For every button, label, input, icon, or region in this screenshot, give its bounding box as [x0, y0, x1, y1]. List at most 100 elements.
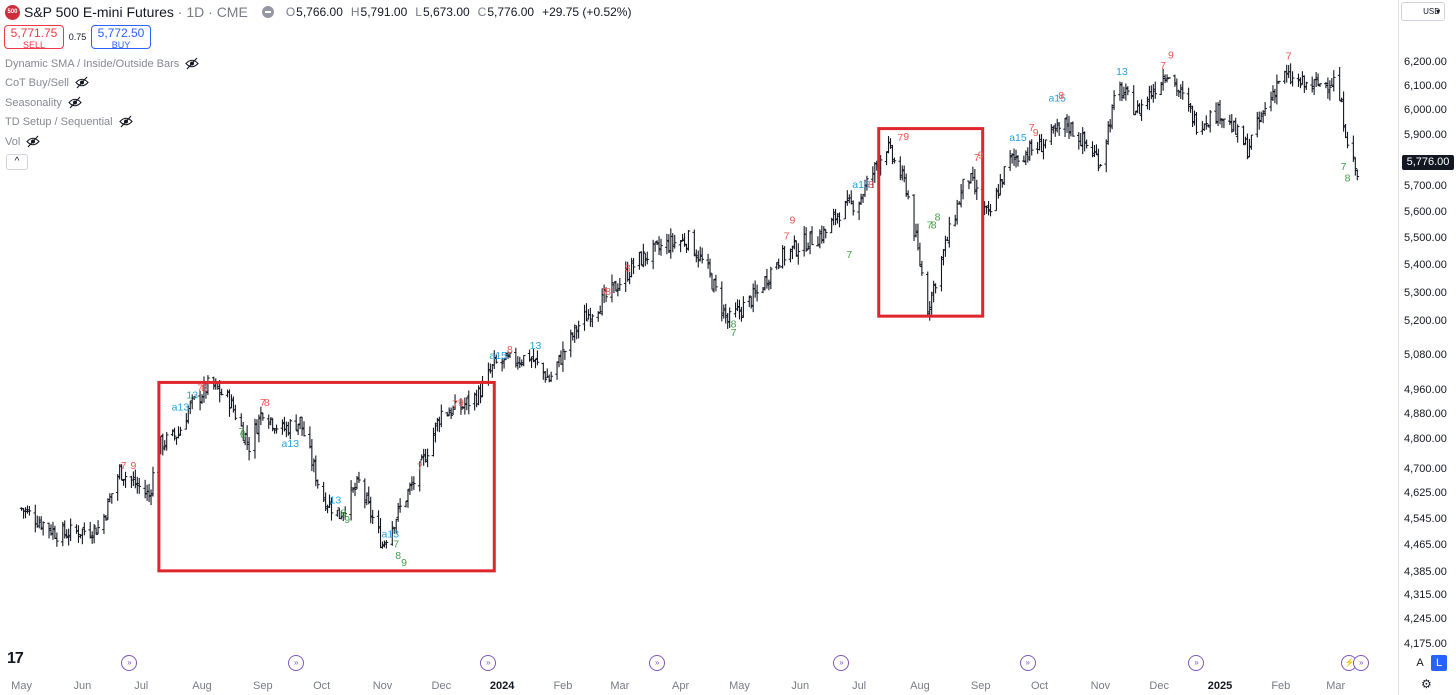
eye-hidden-icon[interactable] [185, 57, 199, 70]
time-tick-label: Aug [192, 680, 212, 692]
collapse-legend-button[interactable]: ^ [6, 154, 28, 170]
time-tick-label: Dec [1149, 680, 1169, 692]
time-tick-label: Nov [372, 680, 393, 692]
ohlc-close: C5,776.00 [477, 5, 535, 19]
price-tick-label: 6,200.00 [1404, 56, 1447, 69]
td-sequential-label: 8 [240, 429, 246, 441]
price-tick-label: 6,100.00 [1404, 80, 1447, 93]
currency-select[interactable]: USD ▾ [1401, 2, 1445, 21]
highlight-box [157, 380, 496, 573]
time-tick-label: Jul [134, 680, 149, 692]
auto-scale-button[interactable]: A [1416, 657, 1424, 669]
time-tick-label: Mar [1326, 680, 1346, 692]
indicator-legend-item[interactable]: Vol [5, 135, 41, 148]
td-sequential-label: 7 [260, 397, 266, 409]
price-tick-label: 4,385.00 [1404, 565, 1447, 578]
td-sequential-label: a15 [1009, 132, 1027, 144]
symbol-meta: · 1D · CME [173, 4, 248, 20]
buy-button[interactable]: 5,772.50 BUY [91, 25, 151, 50]
price-change: +29.75 (+0.52%) [542, 5, 632, 19]
td-sequential-label: 7 [1341, 161, 1347, 173]
time-tick-label: Sep [970, 680, 991, 692]
tradingview-logo[interactable]: 17 [7, 650, 24, 667]
earnings-icon[interactable]: » [1353, 655, 1370, 671]
time-tick-label: Aug [910, 680, 930, 692]
time-tick-label: 2024 [489, 680, 515, 692]
earnings-icon[interactable]: » [121, 655, 138, 671]
log-scale-button[interactable]: L [1431, 655, 1447, 671]
td-sequential-label: a13 [282, 438, 300, 450]
time-tick-label: Jun [73, 680, 92, 692]
time-tick-label: Sep [253, 680, 273, 692]
earnings-icon[interactable]: » [649, 655, 666, 671]
eye-hidden-icon[interactable] [118, 115, 133, 128]
price-tick-label: 4,245.00 [1404, 613, 1447, 626]
price-tick-label: 4,625.00 [1404, 487, 1447, 500]
indicator-name: CoT Buy/Sell [5, 77, 69, 90]
indicator-legend-item[interactable]: Dynamic SMA / Inside/Outside Bars [5, 57, 199, 70]
eye-hidden-icon[interactable] [68, 96, 82, 109]
earnings-icon[interactable]: » [288, 655, 305, 671]
td-sequential-label: 7 [452, 399, 458, 411]
td-sequential-label: 9 [130, 460, 136, 472]
td-sequential-label: 8 [935, 212, 941, 224]
td-sequential-label: 8 [625, 263, 631, 275]
td-sequential-label: 8 [340, 508, 346, 520]
earnings-icon[interactable]: » [1019, 655, 1036, 671]
td-sequential-label: 7 [393, 539, 399, 551]
td-sequential-label: 7 [121, 460, 127, 472]
gear-icon[interactable]: ⚙ [1421, 677, 1432, 691]
indicator-legend-item[interactable]: Seasonality [5, 96, 82, 109]
indicator-legend-item[interactable]: TD Setup / Sequential [5, 115, 133, 129]
time-tick-label: Jun [791, 680, 810, 692]
sell-button[interactable]: 5,771.75 SELL [4, 25, 64, 50]
td-sequential-label: 8 [264, 397, 270, 409]
td-sequential-label: 13 [1116, 66, 1128, 78]
td-sequential-label: 7 [731, 327, 737, 339]
ohlc-high: H5,791.00 [350, 5, 408, 19]
eye-hidden-icon[interactable] [26, 135, 41, 147]
td-sequential-label: 7 [784, 230, 790, 242]
highlight-box [877, 127, 985, 318]
td-sequential-label: 8 [868, 179, 874, 191]
earnings-icon[interactable]: » [833, 655, 850, 671]
price-tick-label: 4,880.00 [1404, 408, 1447, 421]
price-tick-label: 5,300.00 [1404, 286, 1447, 299]
td-sequential-label: a15 [489, 350, 507, 362]
td-sequential-label: 9 [789, 214, 795, 226]
indicator-legend-item[interactable]: CoT Buy/Sell [5, 77, 89, 89]
td-sequential-label: 7 [846, 249, 852, 261]
market-status-icon[interactable] [261, 6, 274, 18]
time-tick-label: Feb [553, 680, 573, 692]
time-tick-label: Nov [1090, 680, 1111, 692]
td-sequential-label: 8 [395, 550, 401, 562]
td-sequential-label: 9 [1033, 127, 1039, 139]
price-tick-label: 4,960.00 [1404, 384, 1447, 397]
time-tick-label: Oct [1030, 680, 1049, 692]
td-sequential-label: a13 [172, 402, 190, 414]
indicator-name: TD Setup / Sequential [5, 116, 113, 129]
indicator-name: Dynamic SMA / Inside/Outside Bars [5, 58, 180, 70]
earnings-icon[interactable]: » [1188, 655, 1205, 671]
ohlc-open: O5,766.00 [285, 5, 343, 19]
ohlc-low: L5,673.00 [415, 5, 470, 19]
price-tick-label: 6,000.00 [1404, 104, 1447, 117]
time-tick-label: Feb [1271, 680, 1291, 692]
price-tick-label: 5,400.00 [1404, 259, 1447, 272]
time-tick-label: Dec [431, 680, 452, 692]
td-sequential-label: 7 [417, 461, 423, 473]
td-sequential-label: 8 [1345, 173, 1351, 185]
eye-hidden-icon[interactable] [75, 77, 89, 89]
td-sequential-label: 7 [1029, 122, 1035, 134]
td-sequential-label: a15 [1048, 93, 1066, 105]
td-sequential-label: 7 [897, 132, 903, 144]
price-tick-label: 5,200.00 [1404, 314, 1447, 327]
symbol-title[interactable]: S&P 500 E-mini Futures · 1D · CME [24, 4, 248, 20]
td-sequential-label: 7 [974, 152, 980, 164]
symbol-logo-icon: 500 [5, 4, 20, 20]
spread-value: 0.75 [68, 32, 87, 42]
earnings-icon[interactable]: » [480, 655, 497, 671]
td-sequential-label: a13 [382, 529, 400, 541]
indicator-name: Seasonality [5, 96, 62, 109]
